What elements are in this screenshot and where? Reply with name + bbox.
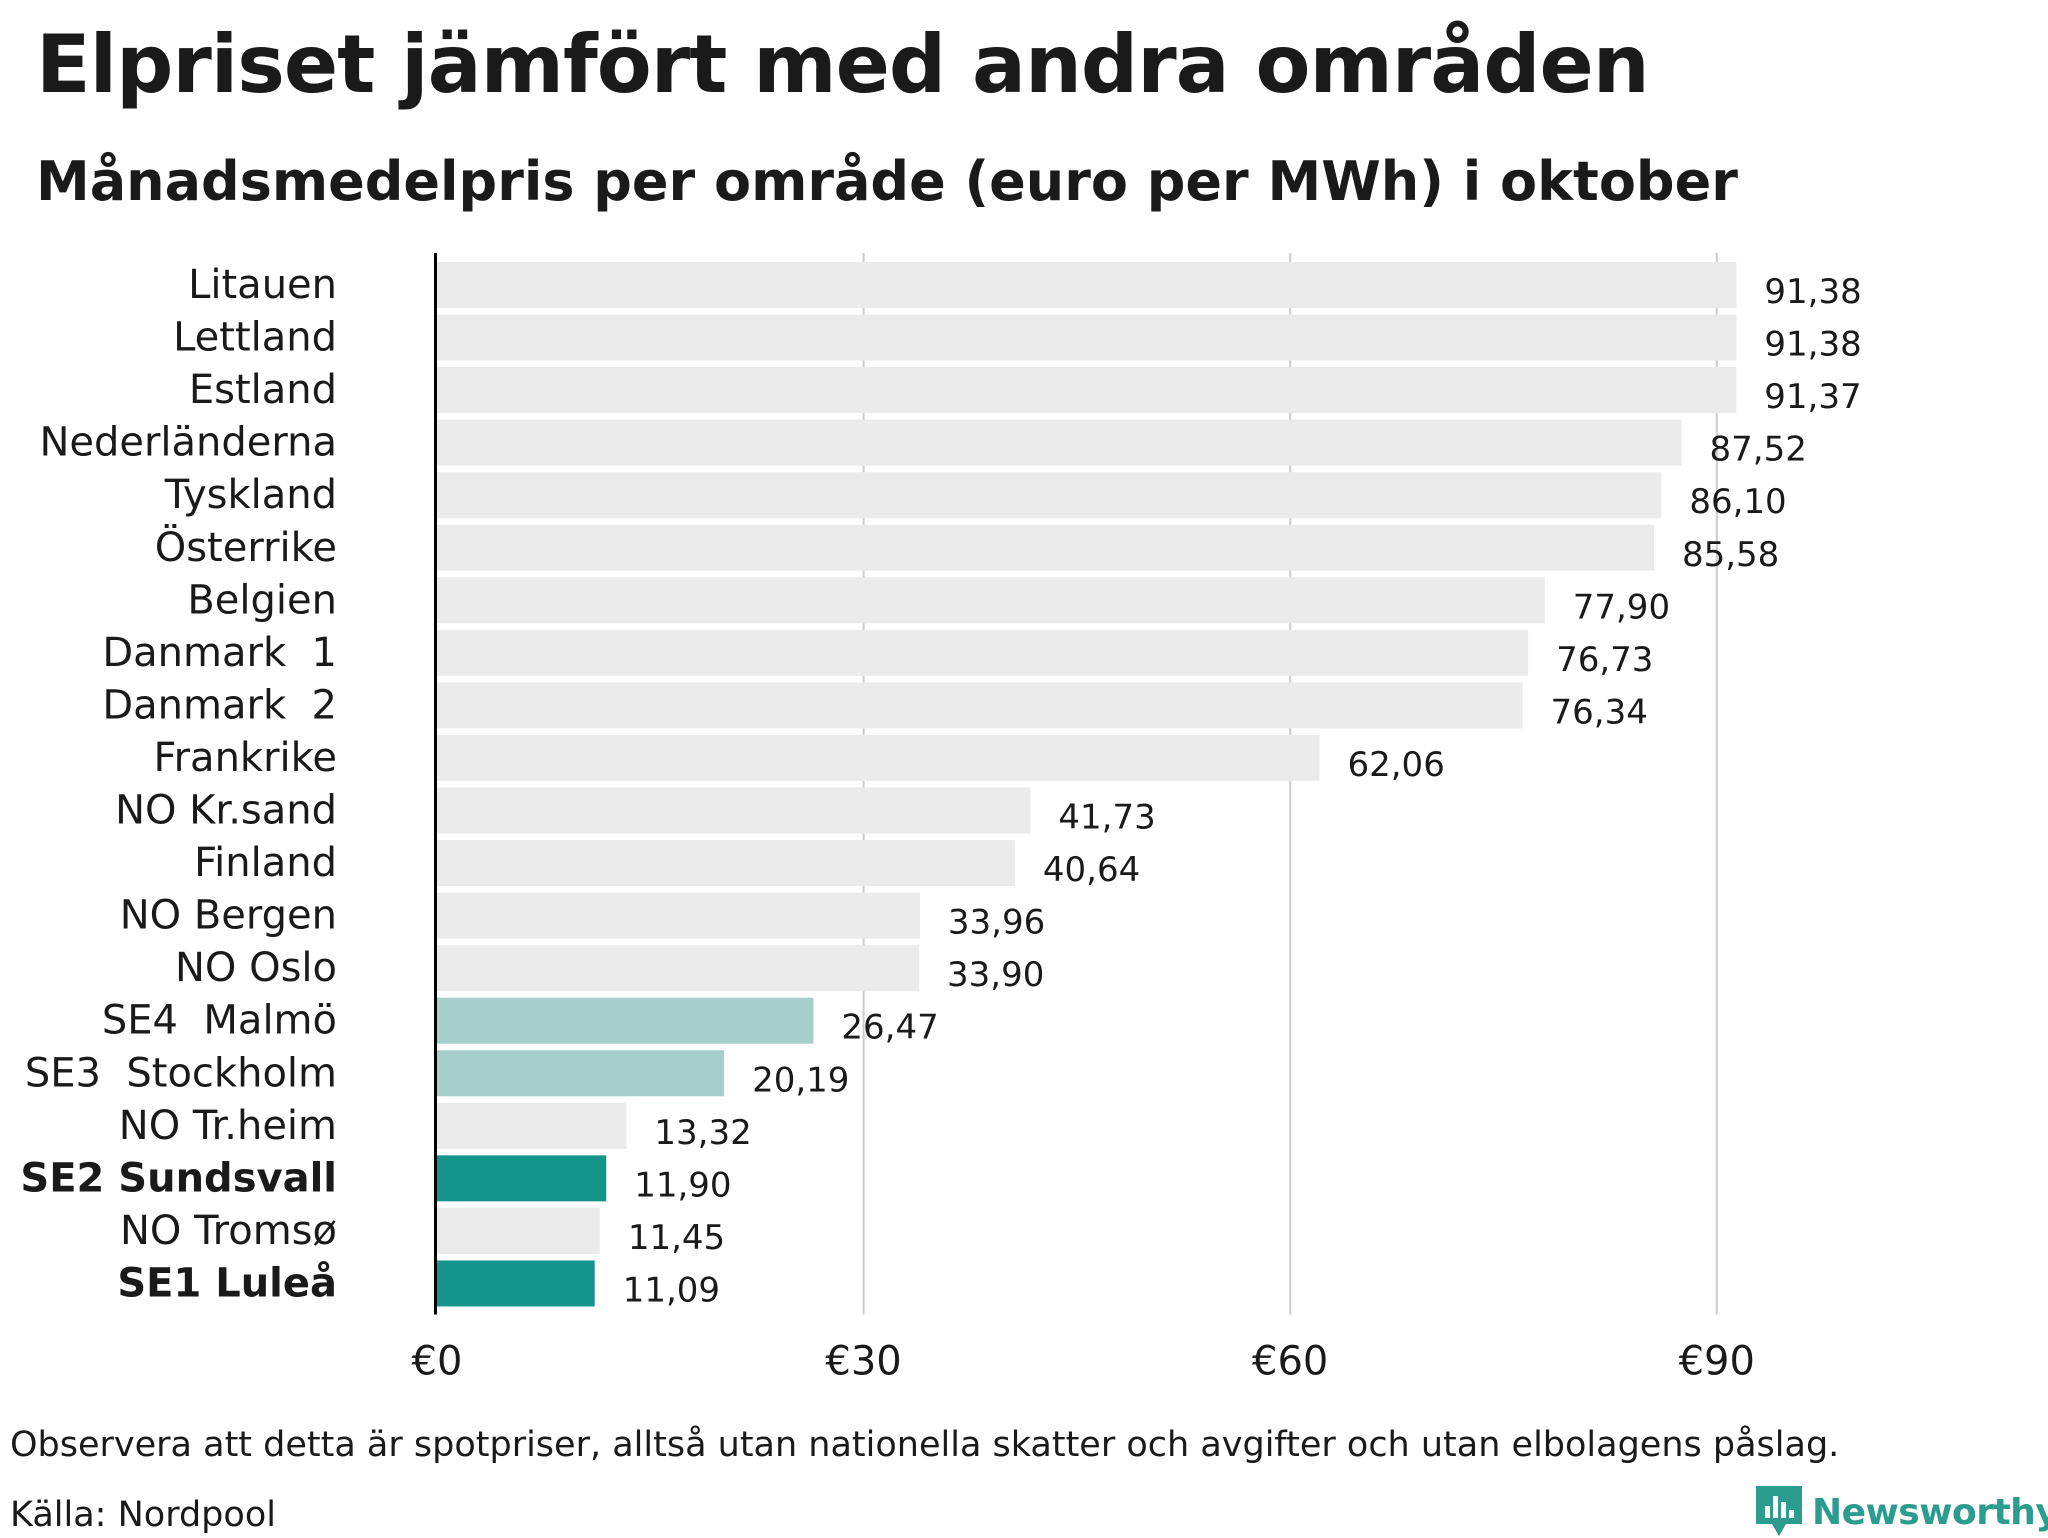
category-label: Estland <box>189 367 337 413</box>
value-label: 77,90 <box>1573 587 1670 627</box>
bar <box>437 892 920 939</box>
value-label: 91,38 <box>1764 272 1861 312</box>
value-label: 91,37 <box>1764 377 1861 417</box>
category-label: Danmark 2 <box>102 682 337 728</box>
value-label: 11,45 <box>628 1218 725 1258</box>
value-label: 26,47 <box>841 1008 938 1048</box>
bar <box>437 262 1737 308</box>
bar <box>437 840 1015 887</box>
value-label: 11,09 <box>623 1270 720 1310</box>
bar <box>437 367 1737 414</box>
bar <box>437 682 1523 729</box>
value-label: 20,19 <box>752 1060 849 1100</box>
bar <box>437 472 1662 519</box>
category-label: NO Kr.sand <box>115 788 337 834</box>
bar <box>437 787 1031 834</box>
category-label: NO Tr.heim <box>119 1103 337 1149</box>
footnote: Observera att detta är spotpriser, allts… <box>10 1425 1840 1465</box>
x-tick-label: €60 <box>1252 1338 1328 1384</box>
category-label: SE3 Stockholm <box>25 1050 337 1096</box>
value-label: 40,64 <box>1043 850 1140 890</box>
value-labels: 91,38 91,38 91,37 87,52 86,10 85,58 77,90 76,73… <box>623 272 1862 1310</box>
category-label: SE4 Malmö <box>102 998 337 1044</box>
category-label: Frankrike <box>154 735 337 781</box>
x-tick-label: €0 <box>412 1338 463 1384</box>
category-label: Litauen <box>188 262 337 308</box>
bar <box>437 524 1654 571</box>
value-label: 87,52 <box>1710 430 1807 470</box>
category-label: Lettland <box>173 315 337 361</box>
bar <box>437 997 814 1044</box>
bar <box>437 577 1545 624</box>
bar <box>437 1155 607 1202</box>
bar <box>437 1207 600 1254</box>
category-label: Tyskland <box>164 472 337 518</box>
category-label: SE2 Sundsvall <box>20 1155 337 1201</box>
brand-name: Newsworthy <box>1812 1491 2048 1533</box>
bar <box>437 419 1682 466</box>
value-label: 62,06 <box>1347 745 1444 785</box>
x-axis-ticks: €0 €30 €60 €90 <box>412 253 1755 1384</box>
chart-title: Elpriset jämfört med andra områden <box>36 18 1650 111</box>
chart-subtitle: Månadsmedelpris per område (euro per MWh… <box>36 150 1738 213</box>
bars <box>437 262 1737 1307</box>
bar-chart: Litauen Lettland Estland Nederländerna Tyskl… <box>20 253 1862 1384</box>
category-label: Österrike <box>155 523 337 571</box>
value-label: 33,90 <box>947 955 1044 995</box>
category-label: Nederländerna <box>39 420 337 466</box>
category-labels: Litauen Lettland Estland Nederländerna Tyskl… <box>20 262 337 1306</box>
category-label: Danmark 1 <box>102 630 337 676</box>
bar <box>437 1050 725 1097</box>
bar <box>437 629 1529 676</box>
category-label: NO Bergen <box>120 893 337 939</box>
x-tick-label: €90 <box>1679 1338 1755 1384</box>
category-label: Finland <box>194 840 337 886</box>
value-label: 33,96 <box>948 903 1045 943</box>
bar <box>437 314 1737 361</box>
source-credit: Källa: Nordpool <box>10 1495 276 1535</box>
category-label: Belgien <box>187 577 337 623</box>
bar <box>437 1102 627 1149</box>
value-label: 91,38 <box>1764 325 1861 365</box>
value-label: 41,73 <box>1058 798 1155 838</box>
bar <box>437 1260 595 1307</box>
bar <box>437 734 1320 781</box>
category-label: SE1 Luleå <box>117 1259 337 1306</box>
newsworthy-brand: Newsworthy <box>1756 1486 2048 1538</box>
newsworthy-logo-icon <box>1756 1486 1802 1536</box>
category-label: NO Oslo <box>175 945 337 991</box>
value-label: 86,10 <box>1689 482 1786 522</box>
bar <box>437 945 920 992</box>
value-label: 11,90 <box>634 1165 731 1205</box>
category-label: NO Tromsø <box>120 1208 337 1254</box>
value-label: 85,58 <box>1682 535 1779 575</box>
value-label: 13,32 <box>654 1113 751 1153</box>
value-label: 76,34 <box>1551 692 1648 732</box>
x-tick-label: €30 <box>825 1338 901 1384</box>
value-label: 76,73 <box>1556 640 1653 680</box>
